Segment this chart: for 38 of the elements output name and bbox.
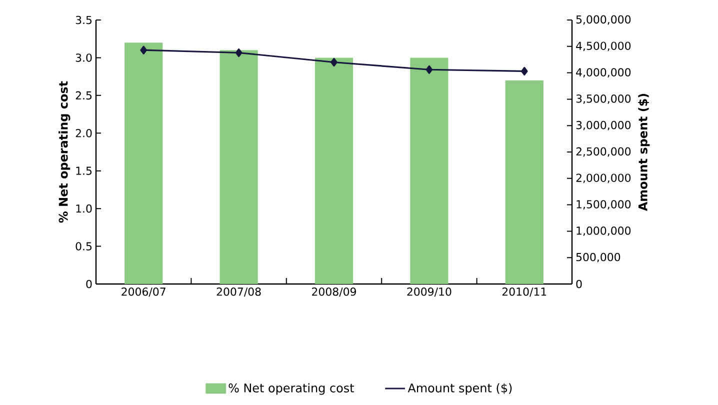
point: [426, 65, 433, 74]
y2-tick-label: 0: [576, 280, 582, 288]
legend-label: Amount spent ($): [408, 383, 512, 395]
y2-tick-label: 4,500,000: [576, 42, 631, 52]
y2-tick-label: 5,000,000: [576, 15, 631, 25]
y2-axis-title: Amount spent ($): [638, 94, 650, 212]
x-tick-label: 2010/11: [502, 288, 546, 297]
y2-tick-label: 1,000,000: [576, 226, 631, 236]
y2-tick-label: 4,000,000: [576, 68, 631, 78]
y2-tick-label: 3,500,000: [576, 94, 631, 104]
y-tick-label: 2.5: [76, 91, 92, 100]
y-tick-label: 3.0: [76, 54, 92, 62]
bar: [410, 58, 448, 284]
bar: [124, 42, 163, 284]
bar: [505, 80, 544, 284]
y-tick-label: 3.5: [76, 16, 92, 24]
y-tick-label: 1.0: [76, 204, 92, 213]
legend-label: % Net operating cost: [228, 383, 354, 395]
y-tick-label: 2.0: [76, 129, 92, 138]
x-tick-label: 2009/10: [407, 288, 452, 297]
bar: [220, 50, 258, 284]
y2-tick-label: 2,000,000: [576, 174, 631, 184]
point: [235, 48, 242, 58]
y-tick-label: 0.5: [76, 242, 92, 250]
x-tick-label: 2007/08: [216, 288, 261, 297]
y2-tick-label: 3,000,000: [576, 120, 631, 130]
y-axis-title: % Net operating cost: [58, 81, 70, 223]
point: [140, 46, 148, 54]
x-tick-label: 2008/09: [312, 288, 356, 297]
y2-tick-label: 1,500,000: [576, 200, 631, 210]
y-tick-label: 1.5: [76, 166, 92, 175]
x-tick-label: 2006/07: [122, 288, 166, 297]
y2-tick-label: 2,500,000: [576, 147, 631, 157]
y-tick-label: 0: [86, 280, 92, 288]
bar: [314, 58, 354, 284]
point: [520, 66, 528, 76]
y2-tick-label: 500,000: [576, 252, 620, 262]
point: [330, 58, 338, 67]
